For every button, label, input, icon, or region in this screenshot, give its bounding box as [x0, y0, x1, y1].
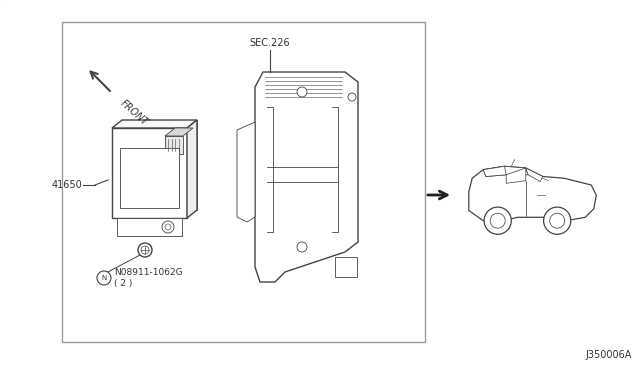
Circle shape	[490, 213, 505, 228]
Text: J350006A: J350006A	[586, 350, 632, 360]
Text: SEC.226: SEC.226	[250, 38, 291, 48]
Circle shape	[97, 271, 111, 285]
Text: 41650: 41650	[51, 180, 82, 190]
Polygon shape	[112, 120, 197, 128]
Circle shape	[484, 207, 511, 234]
Text: N08911-1062G
( 2 ): N08911-1062G ( 2 )	[114, 267, 182, 288]
Polygon shape	[483, 166, 506, 176]
Polygon shape	[237, 122, 255, 222]
Bar	[165, 136, 183, 154]
Polygon shape	[506, 168, 525, 183]
Circle shape	[141, 246, 149, 254]
Text: FRONT: FRONT	[118, 98, 149, 128]
Circle shape	[543, 207, 571, 234]
Bar	[120, 148, 179, 208]
Polygon shape	[483, 166, 528, 176]
Polygon shape	[255, 72, 358, 282]
Circle shape	[162, 221, 174, 233]
Circle shape	[138, 243, 152, 257]
Polygon shape	[468, 166, 596, 221]
Circle shape	[550, 213, 564, 228]
Circle shape	[165, 224, 171, 230]
Bar	[112, 128, 187, 218]
Bar	[117, 218, 182, 236]
Circle shape	[297, 87, 307, 97]
Polygon shape	[525, 168, 543, 182]
Bar	[335, 257, 357, 277]
Circle shape	[297, 242, 307, 252]
Bar	[62, 22, 425, 342]
Polygon shape	[187, 120, 197, 218]
Circle shape	[348, 93, 356, 101]
Text: N: N	[101, 275, 107, 281]
Polygon shape	[165, 128, 193, 136]
